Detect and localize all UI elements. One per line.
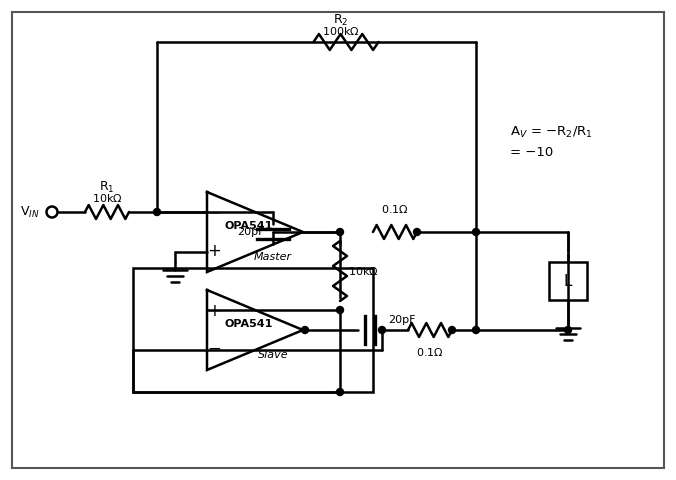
Text: OPA541: OPA541 (225, 319, 273, 329)
Text: A$_V$ = −R$_2$/R$_1$: A$_V$ = −R$_2$/R$_1$ (510, 124, 593, 140)
Circle shape (337, 388, 343, 396)
Circle shape (153, 208, 160, 216)
Text: Slave: Slave (258, 350, 288, 360)
Text: Master: Master (254, 252, 292, 262)
Text: 0.1$\Omega$: 0.1$\Omega$ (381, 203, 409, 215)
Text: OPA541: OPA541 (225, 221, 273, 231)
Text: 20pF: 20pF (388, 315, 416, 325)
Circle shape (379, 326, 385, 334)
Circle shape (337, 228, 343, 236)
Circle shape (473, 228, 479, 236)
Circle shape (414, 228, 420, 236)
Text: +: + (207, 302, 221, 320)
Text: −: − (207, 340, 221, 358)
Text: 100k$\Omega$: 100k$\Omega$ (322, 25, 360, 37)
Circle shape (564, 326, 571, 334)
Text: −: − (207, 204, 221, 222)
Text: V$_{IN}$: V$_{IN}$ (20, 204, 40, 219)
Text: L: L (564, 274, 573, 288)
Text: = −10: = −10 (510, 145, 553, 158)
Text: 0.1$\Omega$: 0.1$\Omega$ (416, 346, 444, 358)
Circle shape (473, 326, 479, 334)
Text: 20pF: 20pF (237, 227, 265, 237)
Circle shape (301, 326, 308, 334)
Circle shape (337, 307, 343, 313)
Circle shape (448, 326, 456, 334)
Text: R$_1$: R$_1$ (99, 180, 115, 195)
Bar (549, 262, 587, 300)
Bar (133, 268, 373, 392)
Text: 10k$\Omega$: 10k$\Omega$ (92, 192, 122, 204)
Text: R$_2$: R$_2$ (333, 13, 349, 28)
Text: +: + (207, 242, 221, 260)
Text: 10k$\Omega$: 10k$\Omega$ (348, 265, 379, 277)
